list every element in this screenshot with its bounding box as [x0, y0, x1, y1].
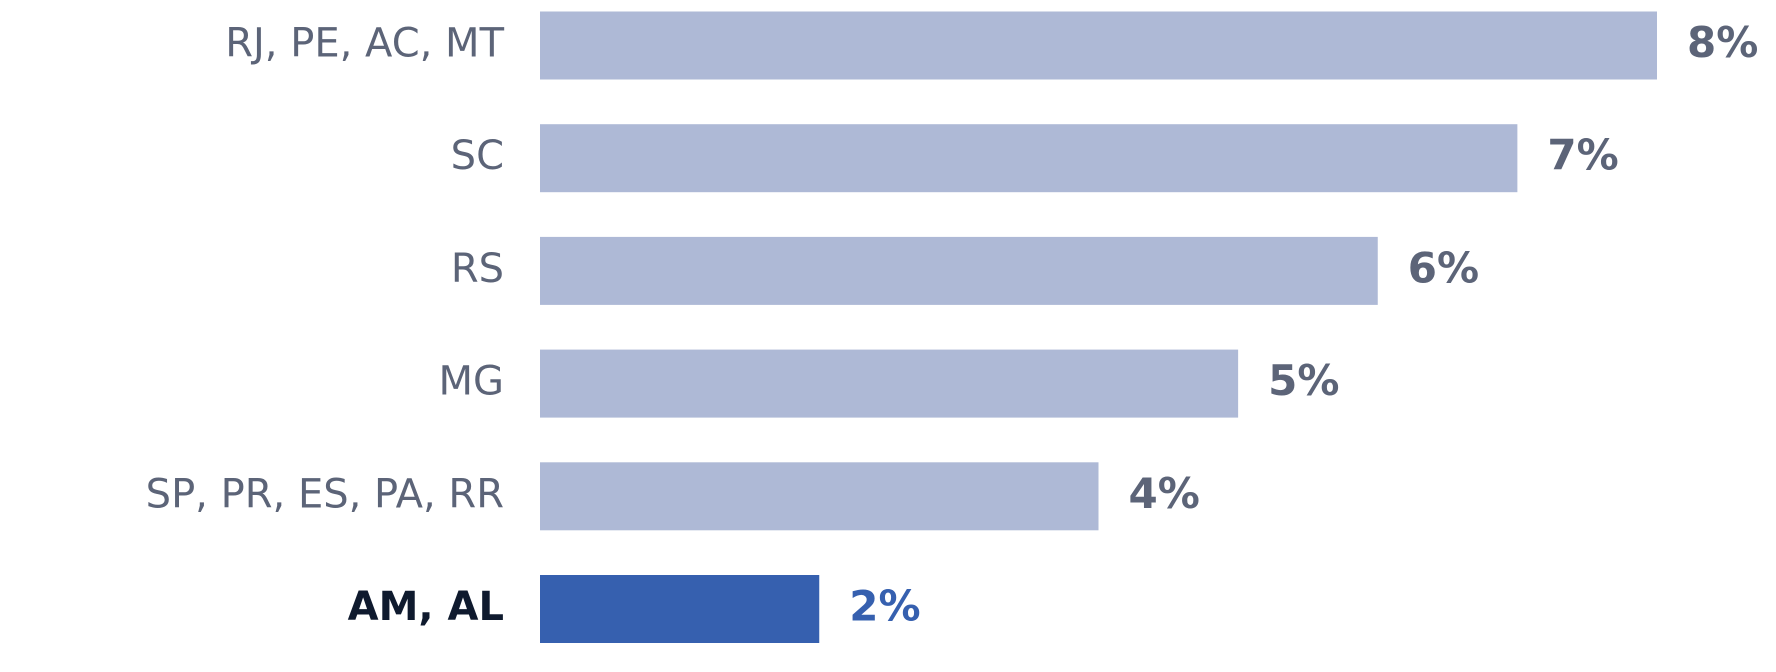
- category-label: MG: [438, 359, 504, 405]
- value-label: 7%: [1547, 131, 1618, 180]
- category-label: RJ, PE, AC, MT: [225, 21, 504, 67]
- value-label: 8%: [1687, 18, 1758, 67]
- bar: [540, 349, 1239, 418]
- category-label: RS: [451, 246, 504, 292]
- bar: [540, 462, 1099, 531]
- category-label: SP, PR, ES, PA, RR: [146, 471, 504, 517]
- value-label: 4%: [1129, 469, 1200, 518]
- value-label: 5%: [1268, 356, 1339, 405]
- bar: [540, 236, 1378, 305]
- value-label: 6%: [1408, 243, 1479, 292]
- bar: [540, 11, 1657, 80]
- bar: [540, 575, 820, 643]
- category-label: SC: [451, 133, 504, 179]
- value-label: 2%: [849, 582, 920, 631]
- category-label: AM, AL: [348, 584, 504, 630]
- bar: [540, 124, 1518, 193]
